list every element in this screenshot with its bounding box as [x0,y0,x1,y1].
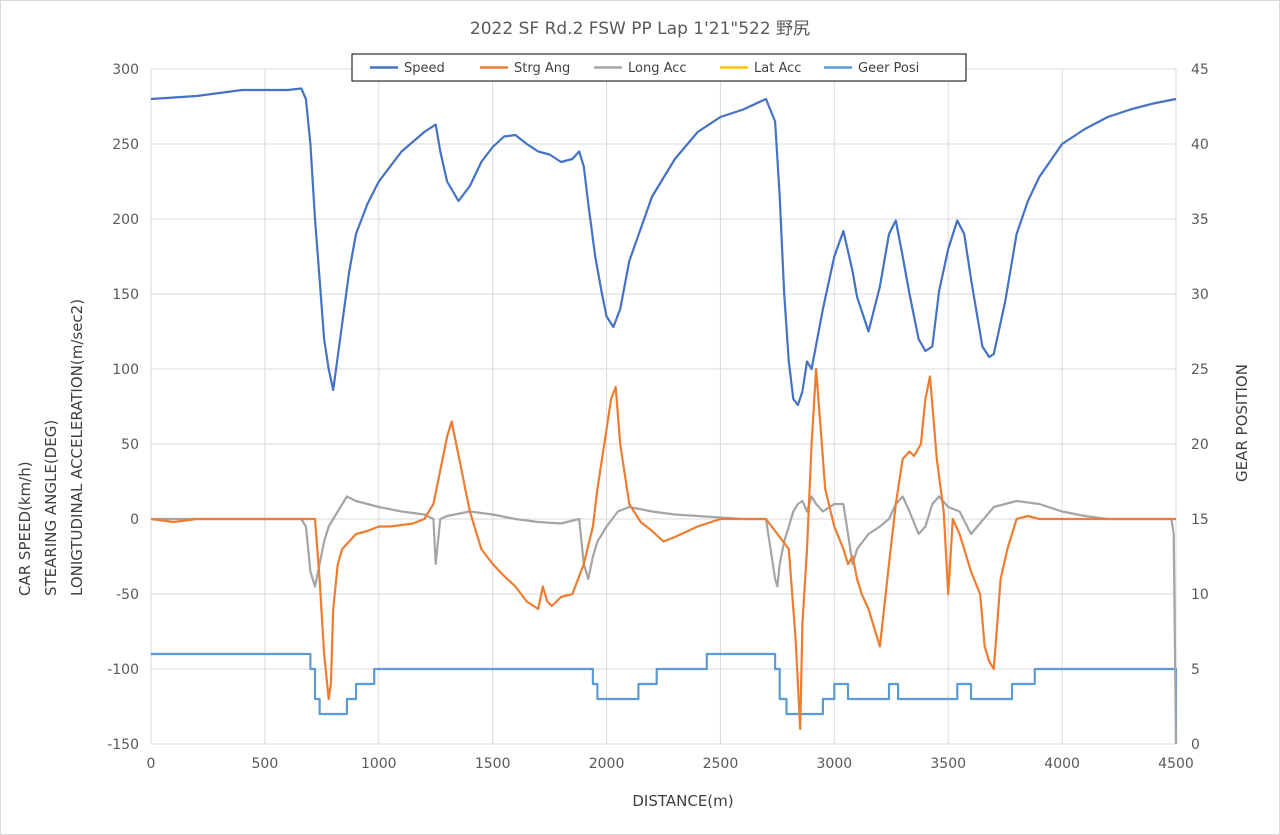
legend: Speed Strg Ang Long Acc Lat Acc Geer Posi [351,53,967,82]
x-tick-label: 1000 [361,756,397,772]
y-tick-label: 300 [112,62,139,78]
y2-axis-label: GEAR POSITION [1233,364,1251,482]
x-tick-label: 4500 [1158,756,1194,772]
y-tick-label: 200 [112,212,139,228]
gridlines [150,68,1177,745]
legend-long-acc-label: Long Acc [628,61,687,76]
x-tick-label: 2000 [589,756,625,772]
x-axis-label: DISTANCE(m) [632,792,733,810]
legend-lat-acc-label: Lat Acc [754,61,801,76]
y2-tick-label: 20 [1191,437,1209,453]
y-axis-label-acceleration: LONIGTUDINAL ACCELERATION(m/sec2) [68,299,86,596]
y-axis-label-steering: STEARING ANGLE(DEG) [42,420,60,596]
series-line-geer-posi [151,652,1178,744]
y2-tick-label: 25 [1191,362,1209,378]
y2-tick-label: 30 [1191,287,1209,303]
series-line-long-acc [151,495,1178,745]
y-tick-label: -150 [107,737,139,753]
series-line-speed [150,87,1177,407]
y2-tick-label: 10 [1191,587,1209,603]
legend-strg-ang-label: Strg Ang [514,61,570,76]
chart-title: 2022 SF Rd.2 FSW PP Lap 1'21"522 野尻 [470,19,810,39]
y-tick-label: 50 [121,437,139,453]
series-line-strg-ang [150,367,1176,731]
x-tick-label: 2500 [703,756,739,772]
y2-tick-label: 15 [1191,512,1209,528]
y2-tick-label: 0 [1191,737,1200,753]
y-axis-label-speed: CAR SPEED(km/h) [16,461,34,596]
x-tick-label: 4000 [1044,756,1080,772]
y-tick-label: 0 [130,512,139,528]
x-tick-label: 500 [252,756,279,772]
y-tick-label: 150 [112,287,139,303]
x-tick-label: 3000 [817,756,853,772]
y-tick-label: -50 [116,587,139,603]
x-tick-label: 1500 [475,756,511,772]
x-tick-label: 3500 [930,756,966,772]
x-tick-label: 0 [147,756,156,772]
y-tick-label: 250 [112,137,139,153]
y-tick-label: 100 [112,362,139,378]
legend-box [351,53,967,82]
y2-tick-label: 5 [1191,662,1200,678]
y2-tick-label: 45 [1191,62,1209,78]
series-layer [150,87,1178,745]
y-tick-label: -100 [107,662,139,678]
y2-tick-label: 40 [1191,137,1209,153]
y2-tick-label: 35 [1191,212,1209,228]
legend-speed-label: Speed [404,61,445,76]
legend-geer-posi-label: Geer Posi [858,61,919,76]
